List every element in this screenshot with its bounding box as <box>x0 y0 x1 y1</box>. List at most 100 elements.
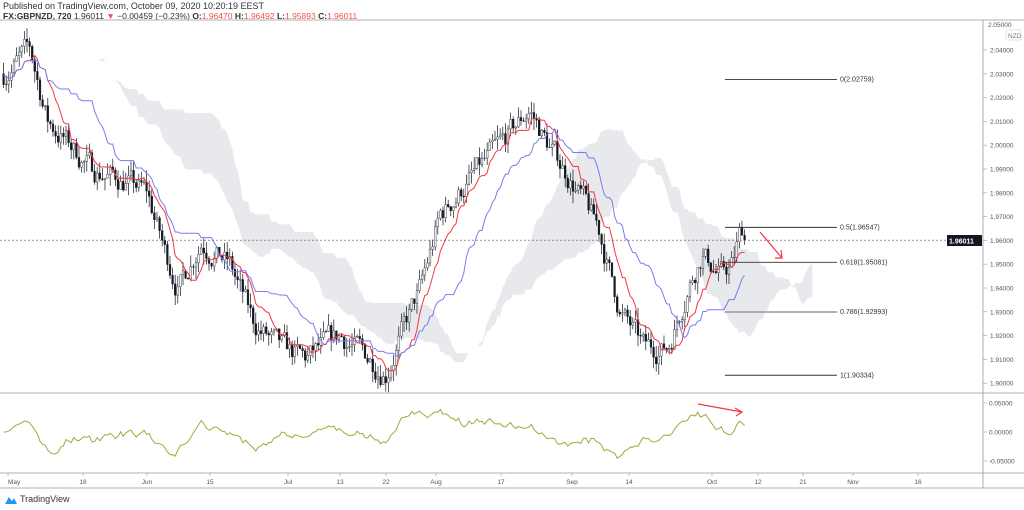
candle-body <box>431 246 434 250</box>
candle-body <box>28 41 31 47</box>
candle-body <box>197 254 200 264</box>
candle-body <box>678 321 681 323</box>
candle-body <box>657 356 660 365</box>
time-axis[interactable]: May 18 Jun 15 Jul 13 22 Aug 17 Sep 14 Oct 12 21 Nov 16 <box>7 473 922 486</box>
candle-body <box>733 257 736 259</box>
candle-body <box>649 339 653 348</box>
candle-body <box>254 323 257 336</box>
candle-body <box>148 190 151 197</box>
candle-body <box>155 217 159 220</box>
candle-body <box>642 334 645 337</box>
candle-body <box>246 289 250 305</box>
candle-body <box>85 155 88 162</box>
candle-body <box>12 60 16 73</box>
price-tick-label: 1.91000 <box>990 357 1014 364</box>
candle-body <box>415 290 419 304</box>
candle-body <box>389 370 393 379</box>
candle-body <box>519 117 523 121</box>
candle-body <box>343 336 346 349</box>
currency-badge-box[interactable] <box>1005 29 1022 41</box>
candle-body <box>116 179 120 190</box>
candle-body <box>400 321 403 337</box>
last-price-label-bg <box>947 235 982 246</box>
published-caption: Published on TradingView.com, October 09… <box>3 1 264 11</box>
candle-body <box>454 202 458 208</box>
candle-body <box>371 358 374 372</box>
candle-body <box>142 181 146 183</box>
candle-body <box>252 307 255 324</box>
candle-body <box>239 279 242 281</box>
candle-body <box>366 357 369 363</box>
candle-body <box>317 343 320 346</box>
candle-body <box>709 262 712 272</box>
candle-body <box>673 329 676 350</box>
price-tick-label: 2.04000 <box>990 48 1014 55</box>
candles <box>2 28 746 393</box>
candle-body <box>231 256 234 270</box>
fibonacci-retracement[interactable]: 0(2.02759) 0.5(1.96547) 0.618(1.95081) 0.78… <box>725 77 887 380</box>
candle-body <box>23 39 26 47</box>
candle-body <box>556 140 559 161</box>
open-value: 1.96470 <box>201 11 233 21</box>
candle-body <box>397 335 400 351</box>
oscillator-axis[interactable]: 0.05000 0.00000 -0.05000 <box>983 401 1015 466</box>
candle-body <box>163 240 166 245</box>
candle-body <box>376 376 380 380</box>
fib-level-label: 1(1.90334) <box>840 372 874 379</box>
candle-body <box>538 119 541 136</box>
candle-body <box>540 130 543 136</box>
oscillator-line <box>3 408 745 460</box>
candle-body <box>88 152 91 156</box>
candle-body <box>265 326 268 334</box>
symbol-label[interactable]: FX:GBPNZD, 720 <box>3 11 72 21</box>
price-tick-label: 1.95000 <box>990 262 1014 269</box>
candle-body <box>683 312 686 320</box>
fib-level-label: 0.786(1.92993) <box>840 309 887 316</box>
candle-body <box>129 170 133 177</box>
candle-body <box>465 183 468 198</box>
candle-body <box>207 258 211 264</box>
price-tick-label: 2.03000 <box>990 71 1014 78</box>
candle-body <box>72 142 75 150</box>
candle-body <box>564 165 567 179</box>
logo-text: TradingView <box>20 494 70 504</box>
candle-body <box>434 226 437 248</box>
candle-body <box>327 325 330 332</box>
candle-body <box>384 376 387 383</box>
price-tick-label: 2.00000 <box>990 143 1014 150</box>
candle-body <box>548 146 551 148</box>
tradingview-logo-icon <box>5 496 17 504</box>
candle-body <box>127 175 130 184</box>
candle-body <box>566 178 569 189</box>
close-value: 1.96011 <box>327 11 358 21</box>
candle-body <box>306 355 309 361</box>
candle-body <box>584 185 588 194</box>
time-tick-label: Sep <box>566 479 578 486</box>
candle-body <box>194 262 198 268</box>
candle-body <box>135 182 138 188</box>
candle-body <box>410 298 413 310</box>
down-triangle-icon: ▼ <box>106 11 115 21</box>
candle-body <box>166 244 169 265</box>
price-axis[interactable]: 2.04000 2.03000 2.02000 2.01000 2.00000 1.990… <box>983 22 1014 388</box>
candle-body <box>96 172 99 183</box>
candle-body <box>137 180 140 188</box>
candle-body <box>64 130 68 137</box>
candle-body <box>70 142 73 150</box>
candle-body <box>740 227 744 236</box>
candle-body <box>140 180 143 183</box>
candle-body <box>59 133 62 143</box>
price-tick-label: 1.90000 <box>990 381 1014 388</box>
candle-body <box>475 157 478 169</box>
candle-body <box>33 59 36 72</box>
candle-body <box>571 180 575 192</box>
tradingview-logo[interactable]: TradingView <box>5 494 70 504</box>
candle-body <box>408 309 411 323</box>
oscillator-arrow-icon <box>697 403 744 417</box>
candle-body <box>491 140 494 143</box>
candle-body <box>623 309 627 313</box>
candle-body <box>36 71 39 80</box>
candle-body <box>639 335 642 337</box>
candle-body <box>101 178 104 180</box>
